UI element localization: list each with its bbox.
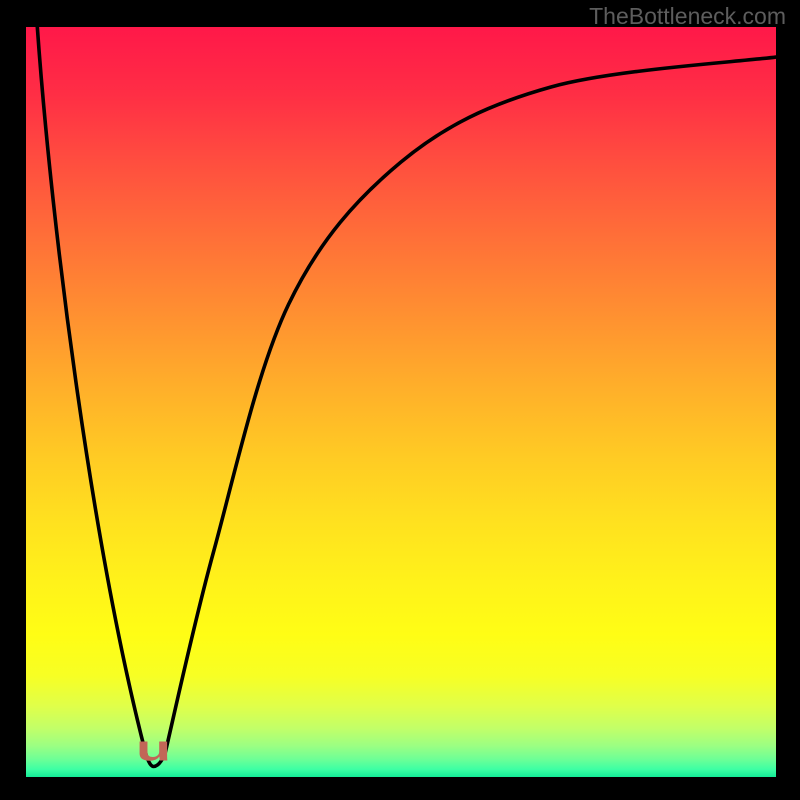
dip-marker-glyph: u <box>136 729 171 769</box>
watermark-text: TheBottleneck.com <box>589 3 786 30</box>
gradient-background <box>26 27 776 777</box>
dip-marker: u <box>136 729 171 769</box>
chart-frame: u TheBottleneck.com <box>0 0 800 800</box>
bottleneck-plot: u <box>26 27 776 777</box>
